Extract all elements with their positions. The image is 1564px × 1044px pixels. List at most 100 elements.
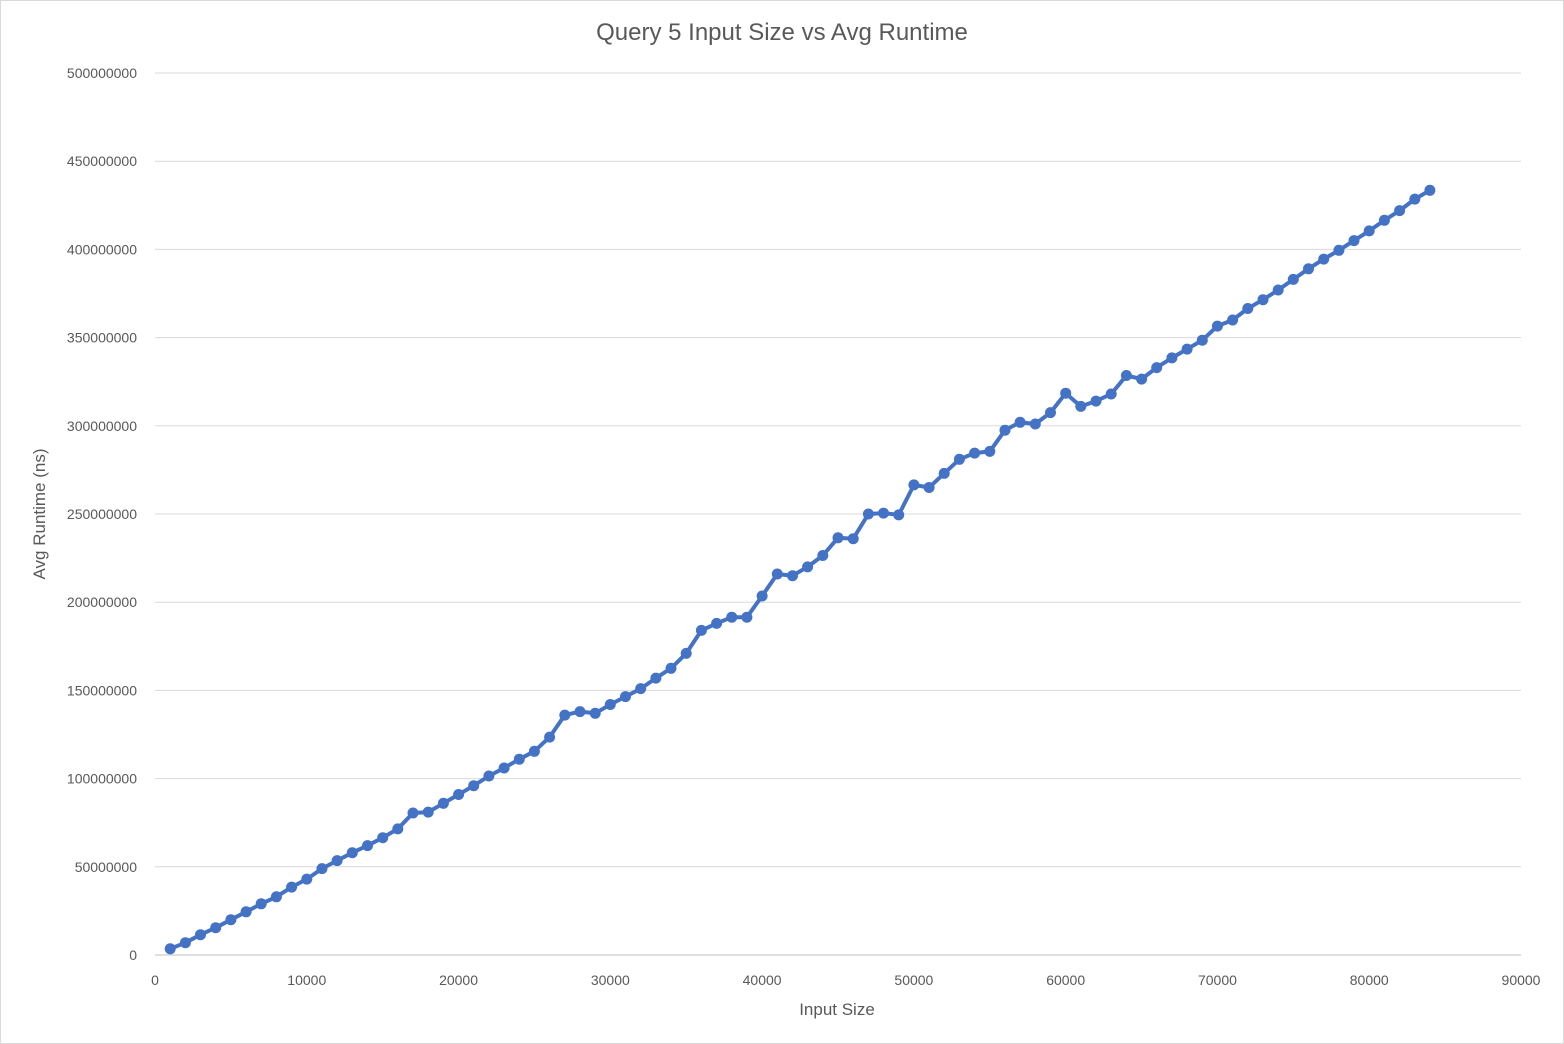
y-axis-ticks: 0 50000000 100000000 150000000 200000000 2500… xyxy=(67,65,137,963)
data-point xyxy=(832,532,844,544)
y-tick-label: 500000000 xyxy=(67,65,137,81)
data-point xyxy=(544,731,556,743)
y-tick-label: 0 xyxy=(129,947,137,963)
data-point xyxy=(513,753,525,765)
data-point xyxy=(1333,244,1345,256)
data-point xyxy=(984,445,996,457)
data-point xyxy=(1045,407,1056,419)
data-point xyxy=(650,672,662,684)
data-point xyxy=(1014,416,1026,428)
data-point xyxy=(574,706,586,718)
data-point xyxy=(741,611,753,623)
data-point xyxy=(1409,193,1421,205)
data-point xyxy=(1075,400,1087,412)
data-point xyxy=(498,762,510,774)
x-tick-label: 50000 xyxy=(894,972,933,988)
data-point xyxy=(1151,362,1163,374)
data-point xyxy=(1287,273,1299,285)
data-point xyxy=(559,709,571,721)
data-point xyxy=(908,479,920,491)
data-point xyxy=(817,550,829,561)
data-point xyxy=(1272,284,1284,296)
x-tick-label: 90000 xyxy=(1502,972,1541,988)
data-point xyxy=(665,662,677,674)
data-point xyxy=(589,707,601,719)
data-point xyxy=(483,770,495,782)
chart-title: Query 5 Input Size vs Avg Runtime xyxy=(596,19,968,46)
data-point xyxy=(923,482,935,493)
data-point xyxy=(893,509,905,521)
y-tick-label: 100000000 xyxy=(67,771,137,787)
data-point xyxy=(787,570,798,582)
data-point xyxy=(437,797,449,809)
data-point xyxy=(620,691,631,703)
data-point xyxy=(953,453,965,465)
x-tick-label: 0 xyxy=(151,972,159,988)
data-point xyxy=(240,906,252,918)
data-point xyxy=(1257,294,1269,306)
data-point xyxy=(225,914,237,926)
data-point xyxy=(878,507,889,519)
data-point xyxy=(1424,184,1436,196)
data-point xyxy=(1318,253,1330,265)
data-point xyxy=(392,823,404,835)
data-point xyxy=(179,937,191,949)
y-tick-label: 250000000 xyxy=(67,506,137,522)
data-point xyxy=(802,561,814,573)
data-point xyxy=(711,617,723,629)
data-point xyxy=(726,611,738,623)
y-tick-label: 200000000 xyxy=(67,594,137,610)
x-tick-label: 20000 xyxy=(439,972,478,988)
x-axis-ticks: 0 10000 20000 30000 40000 50000 60000 70000 8000… xyxy=(151,972,1541,988)
y-axis-title: Avg Runtime (ns) xyxy=(30,448,49,579)
data-point xyxy=(331,855,343,867)
data-point xyxy=(862,508,874,520)
x-tick-label: 30000 xyxy=(591,972,630,988)
x-axis-title: Input Size xyxy=(799,1000,875,1019)
data-point xyxy=(270,891,282,903)
x-tick-label: 40000 xyxy=(743,972,782,988)
x-tick-label: 10000 xyxy=(287,972,326,988)
data-point xyxy=(528,745,540,757)
series-runtime xyxy=(164,184,1436,955)
data-point xyxy=(195,929,206,941)
data-point xyxy=(969,447,981,459)
data-point xyxy=(422,806,434,818)
data-point xyxy=(1120,370,1132,381)
data-point xyxy=(1105,388,1117,400)
data-point xyxy=(604,699,616,710)
data-point xyxy=(453,789,465,800)
data-point xyxy=(1242,303,1254,314)
y-tick-label: 350000000 xyxy=(67,330,137,346)
x-tick-label: 70000 xyxy=(1198,972,1237,988)
x-tick-label: 80000 xyxy=(1350,972,1389,988)
data-point xyxy=(346,847,358,859)
data-point xyxy=(377,832,389,844)
data-point xyxy=(680,647,692,659)
y-tick-label: 150000000 xyxy=(67,682,137,698)
data-point xyxy=(286,881,298,893)
data-point xyxy=(301,873,313,885)
data-point xyxy=(1394,205,1406,217)
data-point xyxy=(1090,395,1102,407)
data-point xyxy=(999,424,1011,436)
data-point xyxy=(1348,235,1360,247)
data-point xyxy=(1363,225,1375,237)
data-point xyxy=(635,683,647,695)
data-point xyxy=(1196,334,1208,346)
data-point xyxy=(1060,387,1072,399)
data-point xyxy=(1227,314,1239,326)
data-point xyxy=(164,943,176,955)
data-point xyxy=(1303,263,1314,275)
y-tick-label: 450000000 xyxy=(67,153,137,169)
series-line xyxy=(168,188,1432,951)
data-point xyxy=(1136,373,1148,385)
gridlines xyxy=(155,72,1521,956)
data-point xyxy=(316,863,328,875)
y-tick-label: 300000000 xyxy=(67,418,137,434)
data-point xyxy=(847,533,859,545)
data-point xyxy=(1181,343,1193,355)
data-point xyxy=(1029,418,1041,430)
